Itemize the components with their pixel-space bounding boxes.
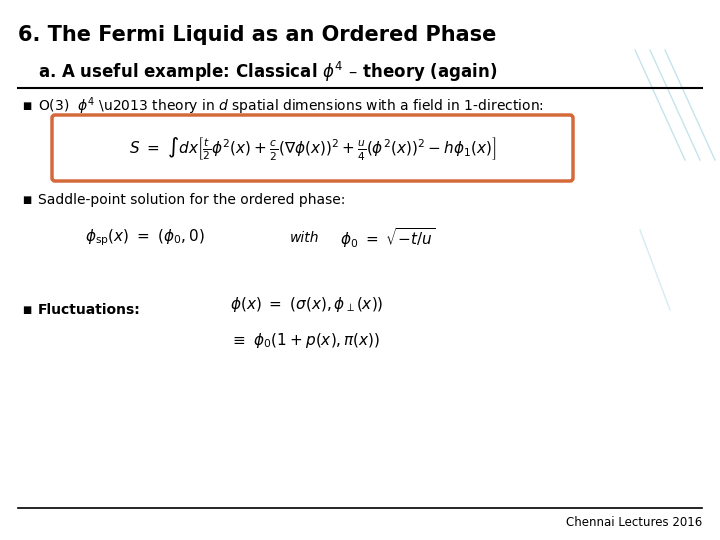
Text: a. A useful example: Classical $\phi^4$ – theory (again): a. A useful example: Classical $\phi^4$ … [38,60,498,84]
Text: $\phi(x) \ = \ \left(\sigma(x), \phi_\perp(x)\right)$: $\phi(x) \ = \ \left(\sigma(x), \phi_\pe… [230,295,384,314]
Text: $\equiv \ \phi_0\left(1 + p(x), \pi(x)\right)$: $\equiv \ \phi_0\left(1 + p(x), \pi(x)\r… [230,330,380,349]
Text: $S \ = \ \int dx \left[ \frac{t}{2}\phi^2(x) + \frac{c}{2}(\nabla\phi(x))^2 + \f: $S \ = \ \int dx \left[ \frac{t}{2}\phi^… [129,134,496,161]
Text: ■: ■ [22,305,31,315]
Text: 6. The Fermi Liquid as an Ordered Phase: 6. The Fermi Liquid as an Ordered Phase [18,25,496,45]
Text: ■: ■ [22,195,31,205]
Text: with: with [290,231,320,245]
Text: Fluctuations:: Fluctuations: [38,303,140,317]
Text: Chennai Lectures 2016: Chennai Lectures 2016 [566,516,702,529]
Text: O(3)  $\phi^4$ \u2013 theory in $d$ spatial dimensions with a field in 1-directi: O(3) $\phi^4$ \u2013 theory in $d$ spati… [38,95,544,117]
Text: ■: ■ [22,101,31,111]
Text: $\phi_{\mathrm{sp}}(x) \ = \ (\phi_0, 0)$: $\phi_{\mathrm{sp}}(x) \ = \ (\phi_0, 0)… [85,228,204,248]
Text: Saddle-point solution for the ordered phase:: Saddle-point solution for the ordered ph… [38,193,346,207]
Text: $\phi_0 \ = \ \sqrt{-t/u}$: $\phi_0 \ = \ \sqrt{-t/u}$ [340,226,435,250]
FancyBboxPatch shape [52,115,573,181]
